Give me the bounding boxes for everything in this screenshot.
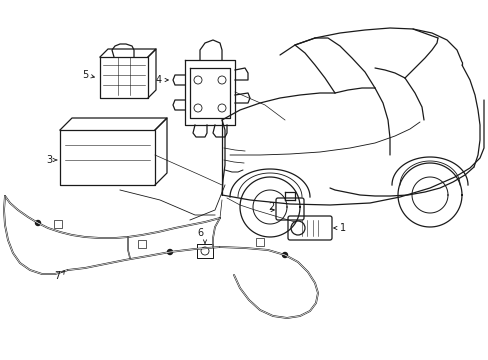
Bar (256, 238, 264, 246)
Text: 4: 4 (156, 75, 162, 85)
Text: 1: 1 (339, 223, 346, 233)
Text: 2: 2 (267, 202, 274, 212)
Bar (138, 240, 146, 248)
Circle shape (36, 220, 41, 225)
Bar (54, 220, 62, 228)
Circle shape (282, 252, 287, 257)
Text: 3: 3 (46, 155, 52, 165)
Text: 5: 5 (81, 70, 88, 80)
Circle shape (167, 249, 172, 255)
Text: 6: 6 (197, 228, 203, 238)
Text: 7: 7 (54, 271, 60, 281)
